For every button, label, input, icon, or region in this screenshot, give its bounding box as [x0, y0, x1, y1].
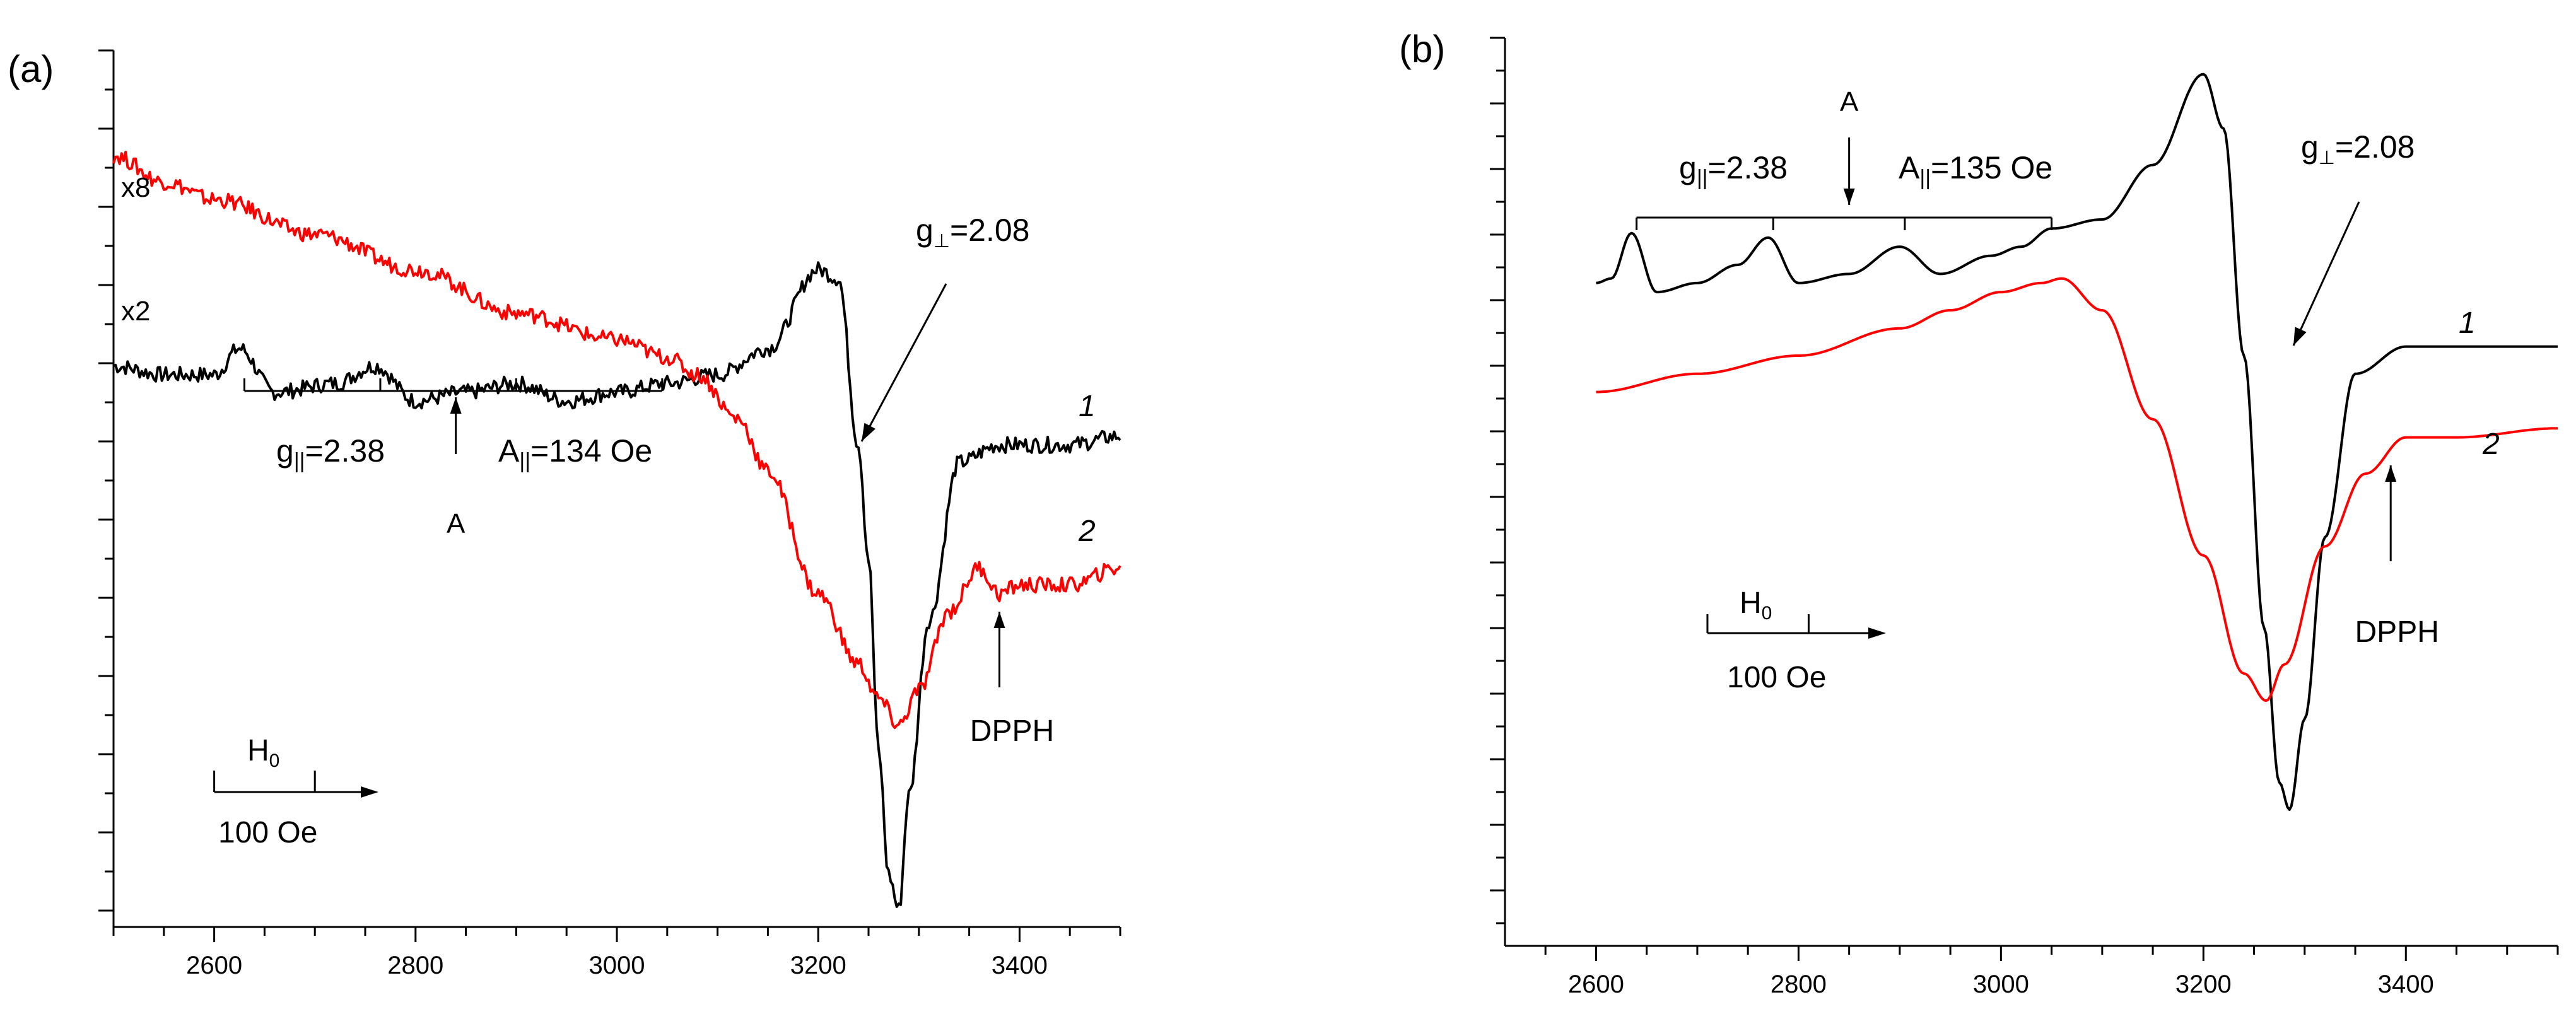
- panel-a-field-scale: [213, 771, 378, 798]
- panel-b-dpph-label: DPPH: [2355, 615, 2439, 649]
- multiplier-x8: x8: [121, 172, 150, 203]
- panel-b-field-scale: [1706, 614, 1886, 639]
- panel-b-g-perp-symbol: g: [2301, 129, 2319, 165]
- panel-a-label: (a): [8, 48, 54, 90]
- panel-b-series-1-line: [1596, 73, 2558, 811]
- panel-b-g-perp-head: [2293, 327, 2307, 346]
- panel-a-g-perp-arrow: [860, 283, 947, 442]
- panel-b-label: (b): [1399, 28, 1445, 70]
- panel-a-field-sub: 0: [269, 750, 280, 771]
- panel-a-dpph-label: DPPH: [970, 714, 1054, 748]
- panel-b-g-perp-arrow: [2292, 201, 2360, 346]
- panel-a-curve-label-1: 1: [1079, 390, 1096, 423]
- panel-b-a-parallel-value: =135 Oe: [1931, 150, 2052, 185]
- panel-b-arrow-a-label: A: [1840, 86, 1859, 117]
- panel-b-series: [1596, 73, 2558, 811]
- panel-b-a-parallel-symbol: A: [1899, 150, 1920, 185]
- panel-b-x-tick-label: 3000: [1973, 970, 2029, 998]
- panel-a: (a) 2600 2800 3000 3200 3400 x8 x2 A g||=2.3…: [8, 48, 1121, 979]
- panel-b-g-parallel-symbol: g: [1679, 150, 1697, 185]
- panel-a-field-symbol: H: [247, 734, 269, 767]
- panel-b-g-perp-shaft: [2292, 201, 2360, 346]
- panel-b-arrow-a: [1843, 137, 1855, 205]
- panel-b-scale-label: 100 Oe: [1727, 661, 1826, 694]
- panel-b-series-2-line: [1596, 277, 2558, 702]
- panel-a-a-parallel: A||=134 Oe: [498, 433, 652, 473]
- panel-b-g-perp: g⊥=2.08: [2301, 129, 2415, 168]
- panel-a-x-ticks: 2600 2800 3000 3200 3400: [112, 927, 1121, 979]
- panel-a-x-tick-label: 2800: [387, 952, 443, 979]
- panel-a-curve-label-2: 2: [1078, 515, 1096, 548]
- panel-b-curve-label-2: 2: [2482, 428, 2500, 461]
- panel-a-a-parallel-sub: ||: [519, 449, 530, 473]
- panel-b-dpph-arrow: [2385, 465, 2397, 561]
- panel-a-x-tick-label: 2600: [186, 952, 242, 979]
- panel-a-x-tick-label: 3200: [790, 952, 846, 979]
- panel-a-arrow-a-head: [450, 397, 462, 414]
- panel-b-x-tick-label: 3400: [2378, 970, 2434, 998]
- panel-b-scale-arrow-head: [1868, 627, 1886, 639]
- panel-b-curve-label-1: 1: [2459, 306, 2476, 340]
- panel-a-a-parallel-symbol: A: [498, 433, 520, 469]
- panel-a-hyperfine-comb: [243, 378, 664, 392]
- panel-b: (b) 2600 2800 3000 3200 3400 A g||=2.38 A||=…: [1399, 28, 2559, 998]
- panel-a-g-perp-value: =2.08: [950, 213, 1030, 248]
- panel-b-g-perp-value: =2.08: [2335, 129, 2415, 165]
- panel-a-scale-label: 100 Oe: [218, 816, 317, 849]
- panel-b-arrow-a-head: [1843, 189, 1855, 205]
- panel-a-field-label: H0: [247, 734, 279, 771]
- panel-a-x-tick-label: 3400: [992, 952, 1048, 979]
- panel-b-y-ticks: [1490, 37, 1505, 924]
- panel-a-x-tick-label: 3000: [589, 952, 645, 979]
- panel-b-field-symbol: H: [1740, 586, 1762, 620]
- panel-b-g-parallel-sub: ||: [1697, 166, 1708, 190]
- panel-a-g-perp: g⊥=2.08: [916, 213, 1029, 252]
- panel-a-g-perp-shaft: [860, 283, 947, 442]
- panel-a-y-ticks: [98, 49, 114, 912]
- panel-b-a-parallel-sub: ||: [1919, 166, 1931, 190]
- panel-b-field-sub: 0: [1762, 603, 1772, 624]
- multiplier-x2: x2: [121, 296, 150, 327]
- panel-a-series-2-line: [112, 151, 1121, 730]
- panel-a-dpph-head: [993, 612, 1005, 628]
- panel-a-arrow-a: [450, 397, 462, 454]
- panel-a-series-1-line: [113, 261, 1121, 908]
- panel-a-series: [112, 151, 1121, 908]
- panel-b-x-ticks: 2600 2800 3000 3200 3400: [1544, 946, 2559, 998]
- panel-b-dpph-head: [2385, 465, 2397, 482]
- panel-b-g-parallel: g||=2.38: [1679, 150, 1788, 190]
- panel-a-g-perp-symbol: g: [916, 213, 934, 248]
- panel-b-hyperfine-comb: [1636, 216, 2053, 230]
- panel-a-g-parallel-value: =2.38: [305, 433, 385, 469]
- panel-b-field-label: H0: [1740, 586, 1772, 624]
- panel-b-x-tick-label: 2800: [1771, 970, 1827, 998]
- panel-b-g-perp-sub: ⊥: [2319, 148, 2335, 168]
- panel-a-g-parallel-symbol: g: [276, 433, 294, 469]
- panel-a-a-parallel-value: =134 Oe: [530, 433, 652, 469]
- panel-a-arrow-a-label: A: [447, 508, 465, 539]
- panel-b-g-parallel-value: =2.38: [1707, 150, 1788, 185]
- panel-b-x-tick-label: 2600: [1568, 970, 1624, 998]
- panel-a-g-parallel: g||=2.38: [276, 433, 385, 473]
- panel-a-g-parallel-sub: ||: [294, 449, 305, 473]
- panel-a-scale-arrow-head: [361, 786, 378, 798]
- panel-b-x-tick-label: 3200: [2175, 970, 2232, 998]
- panel-a-dpph-arrow: [993, 612, 1005, 687]
- panel-b-a-parallel: A||=135 Oe: [1899, 150, 2052, 190]
- panel-a-g-perp-head: [862, 422, 876, 441]
- panel-a-g-perp-sub: ⊥: [934, 231, 950, 252]
